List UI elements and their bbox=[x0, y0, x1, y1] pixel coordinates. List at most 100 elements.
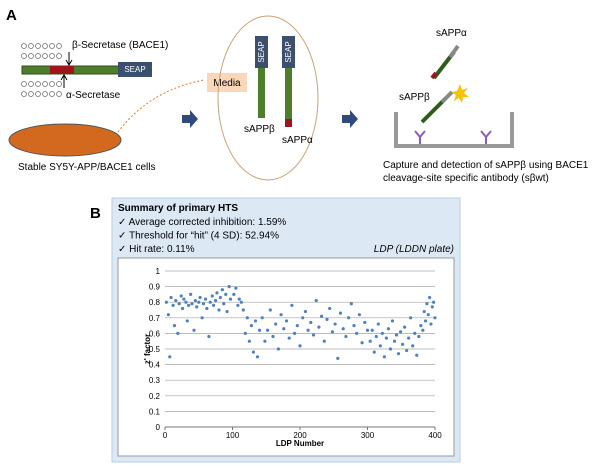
point bbox=[227, 285, 231, 289]
point bbox=[415, 353, 419, 357]
well bbox=[394, 112, 514, 148]
point bbox=[290, 303, 294, 307]
caption-line: cleavage-site specific antibody (sβwt) bbox=[383, 173, 549, 184]
point bbox=[425, 302, 429, 306]
x-tick-label: 0 bbox=[163, 431, 168, 440]
point bbox=[220, 288, 224, 292]
point bbox=[237, 297, 241, 301]
y-tick-label: 0 bbox=[156, 423, 161, 432]
point bbox=[433, 316, 437, 320]
point bbox=[251, 350, 256, 354]
point bbox=[363, 320, 367, 325]
y-tick-label: 1 bbox=[156, 267, 161, 276]
point bbox=[249, 324, 253, 328]
sappa-label: sAPPα bbox=[282, 135, 313, 146]
point bbox=[409, 316, 413, 320]
point bbox=[207, 334, 211, 339]
point bbox=[282, 327, 286, 331]
point bbox=[306, 328, 310, 332]
point bbox=[236, 303, 240, 307]
point bbox=[365, 328, 370, 332]
point bbox=[177, 302, 181, 306]
point bbox=[314, 299, 318, 303]
chart-area bbox=[117, 257, 455, 457]
summary-item: ✓ Threshold for “hit” (4 SD): 52.94% bbox=[118, 231, 279, 242]
seap-tag bbox=[255, 36, 268, 68]
point bbox=[172, 324, 177, 328]
point bbox=[317, 325, 321, 329]
point bbox=[421, 328, 425, 332]
y-tick-label: 0.6 bbox=[149, 329, 161, 338]
point bbox=[295, 324, 299, 328]
y-tick-label: 0.3 bbox=[149, 376, 161, 385]
point bbox=[245, 316, 249, 320]
point bbox=[266, 328, 270, 332]
beta-label: β-Secretase (BACE1) bbox=[72, 40, 168, 51]
point bbox=[255, 355, 260, 359]
x-axis-label: LDP Number bbox=[276, 439, 324, 448]
point bbox=[372, 350, 376, 354]
point bbox=[396, 352, 401, 356]
y-tick-label: 0.5 bbox=[149, 345, 161, 354]
point bbox=[284, 319, 289, 323]
point bbox=[193, 299, 197, 303]
alpha-arrow bbox=[60, 74, 68, 88]
caption-line: Capture and detection of sAPPβ using BAC… bbox=[383, 160, 589, 171]
point bbox=[212, 303, 216, 307]
flow-arrow bbox=[342, 110, 358, 128]
point bbox=[263, 339, 267, 343]
point bbox=[224, 292, 228, 296]
media-ellipse bbox=[217, 15, 319, 181]
point bbox=[423, 319, 428, 323]
point bbox=[200, 316, 204, 320]
point bbox=[370, 328, 374, 332]
point bbox=[407, 336, 411, 340]
media-label: Media bbox=[213, 78, 241, 89]
point bbox=[325, 317, 329, 321]
point bbox=[174, 299, 178, 303]
cells-label: Stable SY5Y-APP/BACE1 cells bbox=[18, 162, 155, 173]
point bbox=[225, 309, 229, 314]
sappa-tip bbox=[285, 119, 292, 127]
point bbox=[239, 300, 243, 304]
point bbox=[260, 316, 264, 320]
point bbox=[171, 303, 175, 307]
point bbox=[166, 313, 170, 317]
seap-tag bbox=[282, 36, 295, 68]
point bbox=[210, 294, 214, 298]
point bbox=[386, 327, 391, 331]
point bbox=[293, 331, 297, 335]
point bbox=[198, 295, 202, 300]
point bbox=[241, 308, 245, 312]
point bbox=[180, 306, 185, 311]
point bbox=[228, 297, 233, 301]
x-tick-label: 300 bbox=[361, 431, 375, 440]
point bbox=[384, 336, 388, 340]
point bbox=[403, 325, 407, 329]
point bbox=[347, 316, 351, 320]
point bbox=[222, 302, 226, 306]
seap-tag bbox=[118, 62, 152, 77]
x-tick-label: 100 bbox=[226, 431, 240, 440]
point bbox=[185, 319, 189, 323]
point bbox=[189, 292, 193, 296]
point bbox=[190, 302, 194, 306]
y-tick-label: 0.2 bbox=[149, 392, 161, 401]
cleavage-site bbox=[50, 66, 74, 74]
point bbox=[376, 322, 380, 326]
sappb-label: sAPPβ bbox=[399, 92, 430, 103]
beta-arrow bbox=[65, 52, 73, 66]
point bbox=[234, 286, 238, 290]
signal-star bbox=[451, 84, 469, 103]
point bbox=[176, 331, 180, 335]
y-tick-label: 0.9 bbox=[149, 283, 161, 292]
point bbox=[232, 292, 236, 296]
point bbox=[394, 333, 399, 337]
point bbox=[355, 331, 359, 335]
point bbox=[311, 333, 316, 337]
point bbox=[182, 297, 186, 301]
point bbox=[413, 331, 417, 335]
point bbox=[203, 297, 208, 301]
antibody-head bbox=[448, 44, 460, 59]
